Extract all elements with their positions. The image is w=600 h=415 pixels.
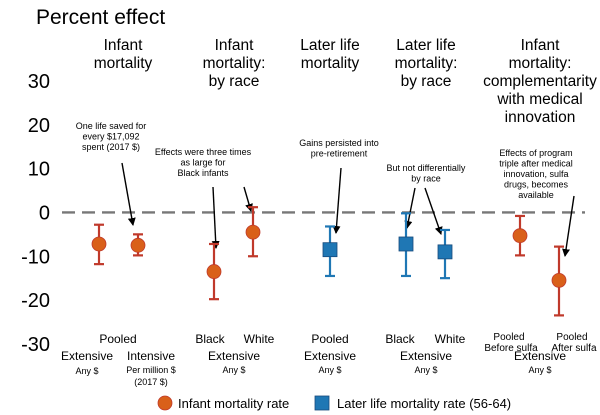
margin-label: Extensive	[304, 349, 356, 363]
y-tick-label: -20	[21, 290, 50, 312]
point-estimate-circle	[512, 228, 528, 244]
annotation-line: Gains persisted into	[299, 138, 379, 148]
spend-label: Any $	[414, 365, 437, 375]
error-bars	[91, 206, 567, 317]
spend-label: Any $	[75, 366, 98, 376]
annotation-arrow	[332, 167, 342, 234]
spend-label: Any $	[528, 365, 551, 375]
point-estimate-circle	[551, 272, 567, 288]
panel-title-line: mortality	[301, 55, 360, 72]
point-estimate-square	[398, 236, 414, 252]
margin-label: Extensive	[400, 349, 452, 363]
group-sublabel: After sulfa	[551, 343, 596, 354]
spend-label: (2017 $)	[134, 377, 168, 387]
panel-title-line: with medical	[496, 91, 582, 108]
point-estimate-circle	[245, 224, 261, 240]
group-label: Black	[195, 332, 225, 346]
annotation-line: One life saved for	[76, 121, 147, 131]
group-label: Black	[385, 332, 415, 346]
annotation-arrow	[211, 186, 220, 249]
annotation-arrow	[121, 162, 136, 226]
panel-title-line: innovation	[505, 109, 576, 126]
annotation-line: drugs, becomes	[504, 180, 569, 190]
annotation-arrow	[562, 195, 575, 257]
group-label: Pooled	[493, 332, 524, 343]
group-label: White	[244, 332, 275, 346]
y-tick-label: 20	[28, 115, 50, 137]
annotation-arrow	[404, 187, 416, 229]
legend-marker-square	[314, 395, 330, 411]
panel-title-line: Later life	[300, 37, 359, 54]
annotation-line: innovation, sulfa	[503, 169, 568, 179]
y-tick-label: 30	[28, 71, 50, 93]
margin-label: Intensive	[127, 349, 175, 363]
spend-label: Per million $	[126, 365, 176, 375]
panel-title-line: by race	[209, 73, 260, 90]
point-estimate-circle	[91, 236, 107, 252]
annotation-line: by race	[411, 174, 441, 184]
panel-title-line: mortality:	[395, 55, 458, 72]
point-estimate-circle	[206, 264, 222, 279]
panel-title-line: Later life	[396, 37, 455, 54]
margin-label: Extensive	[208, 349, 260, 363]
group-label: Pooled	[556, 332, 587, 343]
group-label: Pooled	[99, 332, 136, 346]
panel-title-line: mortality	[94, 55, 153, 72]
chart-title: Percent effect	[36, 6, 165, 29]
annotation-arrow	[424, 187, 443, 235]
y-tick-label: 0	[39, 202, 50, 224]
annotation-line: available	[518, 190, 554, 200]
panel-title-line: by race	[401, 73, 452, 90]
y-axis: 30 20 10 0 -10 -20 -30	[21, 71, 50, 356]
margin-label: Extensive	[61, 349, 113, 363]
legend-label: Later life mortality rate (56-64)	[337, 396, 511, 411]
spend-label: Any $	[318, 365, 341, 375]
margin-label: Extensive	[514, 349, 566, 363]
panel-title-line: complementarity	[483, 73, 597, 90]
y-tick-label: 10	[28, 159, 50, 181]
group-label: Pooled	[311, 332, 348, 346]
group-sublabel: Before sulfa	[484, 343, 538, 354]
panel-title-line: Infant	[521, 37, 560, 54]
point-estimate-circle	[130, 237, 146, 253]
y-tick-label: -10	[21, 246, 50, 268]
annotation-line: every $17,092	[82, 132, 139, 142]
annotation-line: Black infants	[177, 168, 229, 178]
annotation-line: pre-retirement	[311, 149, 368, 159]
annotation-line: But not differentially	[387, 163, 466, 173]
annotation-line: Effects of program	[499, 148, 572, 158]
group-label: White	[435, 332, 466, 346]
legend-marker-circle	[157, 395, 173, 411]
annotation-line: Effects were three times	[155, 147, 252, 157]
annotation-line: as large for	[180, 158, 225, 168]
legend-label: Infant mortality rate	[178, 396, 289, 411]
annotation-line: triple after medical	[499, 159, 573, 169]
annotation-line: spent (2017 $)	[82, 142, 140, 152]
panel-title-line: mortality:	[509, 55, 572, 72]
panel-title-line: mortality:	[203, 55, 266, 72]
bottom-labels: Pooled Black White Pooled Black White Pooled Po…	[61, 332, 597, 387]
y-tick-label: -30	[21, 334, 50, 356]
point-estimate-square	[322, 242, 338, 258]
panel-title-line: Infant	[215, 37, 254, 54]
panel-title-line: Infant	[104, 37, 143, 54]
legend: Infant mortality rate Later life mortalit…	[157, 395, 511, 411]
point-estimate-square	[437, 244, 453, 260]
spend-label: Any $	[222, 365, 245, 375]
